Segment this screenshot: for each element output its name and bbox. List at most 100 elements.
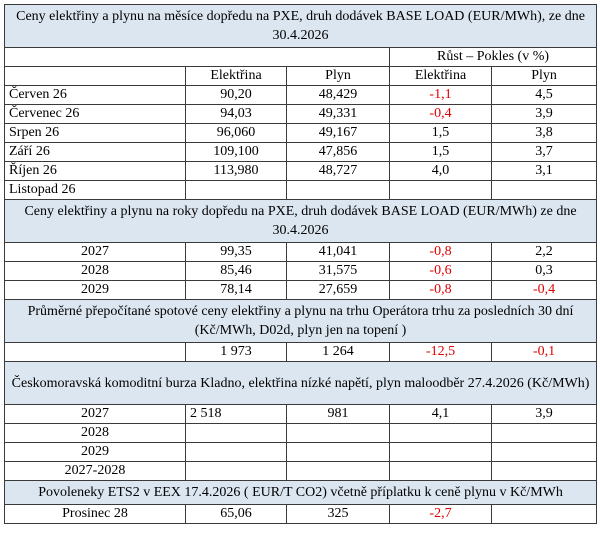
table-row: Červenec 26 94,03 49,331 -0,4 3,9: [4, 104, 598, 124]
row-label: Říjen 26: [4, 161, 186, 181]
growth-elektrina-value: -0,8: [389, 280, 492, 300]
row-label: Listopad 26: [4, 180, 186, 200]
plyn-value: 49,331: [286, 104, 390, 124]
plyn-value: 1 264: [286, 342, 390, 362]
growth-elektrina-value: [389, 442, 492, 462]
section2-title: Ceny elektřiny a plynu na roky dopředu n…: [3, 199, 598, 243]
growth-elektrina-value: -2,7: [389, 504, 492, 524]
plyn-value: [286, 442, 390, 462]
plyn-value: 31,575: [286, 261, 390, 281]
elektrina-value: 90,20: [185, 85, 287, 105]
growth-plyn-value: 0,3: [490, 261, 598, 281]
row-label: 2028: [4, 261, 186, 281]
section1-title-row: Ceny elektřiny a plynu na měsíce dopředu…: [3, 4, 598, 48]
column-header-empty: [4, 66, 186, 86]
growth-elektrina-value: -0,6: [389, 261, 492, 281]
table-row: Listopad 26: [4, 180, 598, 200]
elektrina-value: 113,980: [185, 161, 287, 181]
column-header-elektrina: Elektřina: [185, 66, 287, 86]
table-row: Červen 26 90,20 48,429 -1,1 4,5: [4, 85, 598, 105]
elektrina-value: [185, 442, 287, 462]
growth-plyn-value: [490, 423, 598, 443]
section3-title: Průměrné přepočítané spotové ceny elektř…: [3, 299, 598, 343]
elektrina-value: 99,35: [185, 242, 287, 262]
section5-title: Povoleneky ETS2 v EEX 17.4.2026 ( EUR/T …: [3, 480, 598, 505]
growth-plyn-value: -0,4: [490, 280, 598, 300]
growth-elektrina-value: -1,1: [389, 85, 492, 105]
column-header-row: Elektřina Plyn Elektřina Plyn: [4, 66, 598, 86]
growth-plyn-value: 2,2: [490, 242, 598, 262]
section4-title: Českomoravská komoditní burza Kladno, el…: [3, 361, 598, 405]
growth-plyn-value: [490, 180, 598, 200]
growth-elektrina-value: [389, 180, 492, 200]
table-row: Srpen 26 96,060 49,167 1,5 3,8: [4, 123, 598, 143]
growth-elektrina-value: [389, 461, 492, 481]
column-header-growth-plyn: Plyn: [490, 66, 598, 86]
elektrina-value: 2 518: [185, 404, 287, 424]
section2-title-row: Ceny elektřiny a plynu na roky dopředu n…: [3, 199, 598, 243]
row-label: Srpen 26: [4, 123, 186, 143]
row-label: Září 26: [4, 142, 186, 162]
growth-elektrina-value: -12,5: [389, 342, 492, 362]
growth-plyn-value: [490, 442, 598, 462]
growth-plyn-value: [490, 504, 598, 524]
section4-title-row: Českomoravská komoditní burza Kladno, el…: [3, 361, 598, 405]
plyn-value: [286, 461, 390, 481]
table-row: 2029 78,14 27,659 -0,8 -0,4: [4, 280, 598, 300]
column-header-plyn: Plyn: [286, 66, 390, 86]
growth-header-row: Růst – Pokles (v %): [4, 47, 598, 67]
plyn-value: 325: [286, 504, 390, 524]
growth-header: Růst – Pokles (v %): [388, 47, 598, 67]
row-label: Prosinec 28: [4, 504, 186, 524]
elektrina-value: [185, 461, 287, 481]
elektrina-value: 1 973: [185, 342, 287, 362]
row-label: 2027-2028: [4, 461, 186, 481]
row-label: Červenec 26: [4, 104, 186, 124]
table-row: Prosinec 28 65,06 325 -2,7: [4, 504, 598, 524]
plyn-value: [286, 180, 390, 200]
growth-elektrina-value: 4,0: [389, 161, 492, 181]
elektrina-value: [185, 423, 287, 443]
elektrina-value: 65,06: [185, 504, 287, 524]
row-label: 2027: [4, 242, 186, 262]
row-label: 2029: [4, 442, 186, 462]
growth-plyn-value: -0,1: [490, 342, 598, 362]
growth-plyn-value: [490, 461, 598, 481]
growth-elektrina-value: [389, 423, 492, 443]
growth-elektrina-value: -0,8: [389, 242, 492, 262]
plyn-value: 27,659: [286, 280, 390, 300]
elektrina-value: [185, 180, 287, 200]
growth-plyn-value: 4,5: [490, 85, 598, 105]
elektrina-value: 94,03: [185, 104, 287, 124]
column-header-growth-elektrina: Elektřina: [389, 66, 492, 86]
table-row: 2027 2 518 981 4,1 3,9: [4, 404, 598, 424]
growth-plyn-value: 3,7: [490, 142, 598, 162]
section5-title-row: Povoleneky ETS2 v EEX 17.4.2026 ( EUR/T …: [3, 480, 598, 505]
section3-title-row: Průměrné přepočítané spotové ceny elektř…: [3, 299, 598, 343]
growth-elektrina-value: 1,5: [389, 123, 492, 143]
table-row: 2029: [4, 442, 598, 462]
plyn-value: [286, 423, 390, 443]
growth-plyn-value: 3,9: [490, 404, 598, 424]
plyn-value: 48,429: [286, 85, 390, 105]
elektrina-value: 96,060: [185, 123, 287, 143]
row-label: 2028: [4, 423, 186, 443]
table-row: 2028 85,46 31,575 -0,6 0,3: [4, 261, 598, 281]
row-label: Červen 26: [4, 85, 186, 105]
growth-plyn-value: 3,9: [490, 104, 598, 124]
row-label: 2027: [4, 404, 186, 424]
plyn-value: 49,167: [286, 123, 390, 143]
growth-plyn-value: 3,1: [490, 161, 598, 181]
elektrina-value: 85,46: [185, 261, 287, 281]
elektrina-value: 109,100: [185, 142, 287, 162]
growth-elektrina-value: -0,4: [389, 104, 492, 124]
growth-elektrina-value: 1,5: [389, 142, 492, 162]
elektrina-value: 78,14: [185, 280, 287, 300]
row-label: 2029: [4, 280, 186, 300]
energy-price-table: Ceny elektřiny a plynu na měsíce dopředu…: [3, 4, 598, 524]
plyn-value: 41,041: [286, 242, 390, 262]
table-row: 2027-2028: [4, 461, 598, 481]
plyn-value: 47,856: [286, 142, 390, 162]
section1-title: Ceny elektřiny a plynu na měsíce dopředu…: [3, 4, 598, 48]
table-row: 2028: [4, 423, 598, 443]
